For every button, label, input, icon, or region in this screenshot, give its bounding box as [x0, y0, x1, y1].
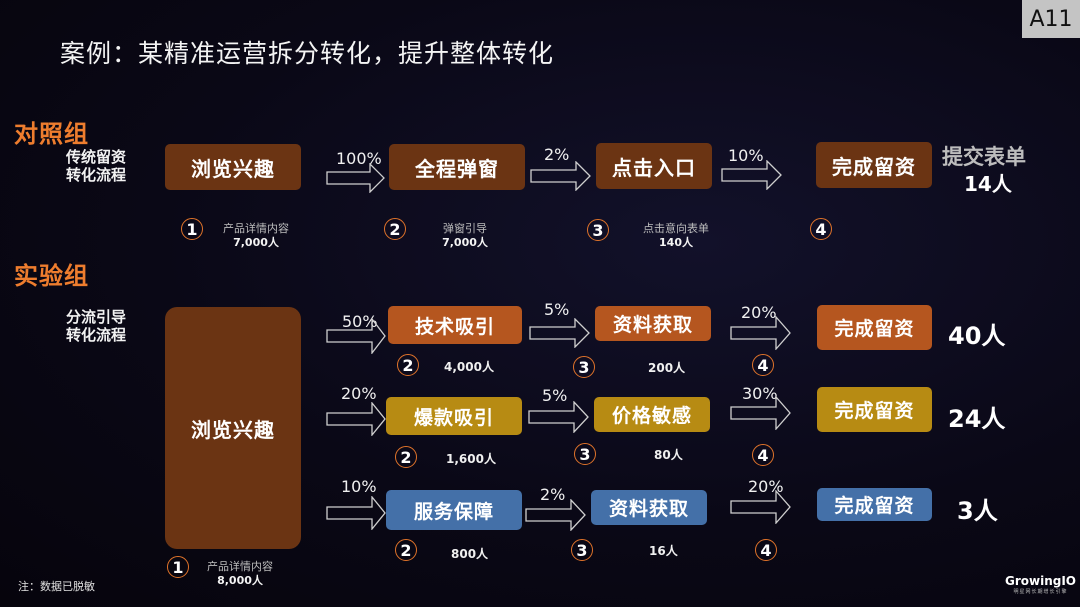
branch2-step3-count: 80人	[654, 448, 683, 462]
branch2-rate-3: 30%	[742, 384, 778, 403]
branch3-step4-complete: 完成留资	[817, 488, 932, 521]
page-tag: A11	[1022, 0, 1080, 38]
arrow-right-icon	[528, 401, 589, 433]
branch1-step2-count: 4,000人	[444, 360, 494, 374]
arrow-right-icon	[326, 163, 385, 193]
branch3-step3-materials: 资料获取	[591, 490, 707, 525]
branch1-step3-materials: 资料获取	[595, 306, 711, 341]
experiment-sub-label: 分流引导 转化流程	[66, 308, 126, 344]
arrow-right-icon	[730, 316, 791, 350]
caption-count: 8,000人	[217, 574, 263, 587]
arrow-right-icon	[730, 490, 791, 524]
branch3-result: 3人	[957, 497, 998, 525]
step-number-badge: 2	[395, 539, 417, 561]
step-number-badge: 1	[167, 556, 189, 578]
arrow-right-icon	[721, 160, 782, 190]
control-rate-2: 2%	[544, 145, 570, 164]
arrow-right-icon	[326, 496, 386, 530]
branch1-rate-2: 5%	[544, 300, 570, 319]
branch2-step4-complete: 完成留资	[817, 387, 932, 432]
branch2-step2-hot-item: 爆款吸引	[386, 397, 522, 435]
experiment-sub-label-line-2: 转化流程	[66, 326, 127, 344]
control-sub-label-line-2: 转化流程	[66, 166, 127, 184]
branch2-step2-count: 1,600人	[446, 452, 496, 466]
step-number-badge: 4	[755, 539, 777, 561]
step-number-badge: 2	[397, 354, 419, 376]
arrow-right-icon	[529, 318, 590, 348]
caption-count: 7,000人	[442, 236, 488, 249]
control-result-label: 提交表单	[942, 145, 1026, 169]
step-number-badge: 3	[574, 443, 596, 465]
control-sub-label: 传统留资 转化流程	[66, 148, 126, 184]
step-number-badge: 4	[752, 354, 774, 376]
control-step-browse: 浏览兴趣	[165, 144, 301, 190]
branch2-step3-price: 价格敏感	[594, 397, 710, 432]
branch3-rate-3: 20%	[748, 477, 784, 496]
arrow-right-icon	[326, 318, 386, 354]
experiment-group-title: 实验组	[14, 262, 89, 290]
experiment-source-caption: 产品详情内容 8,000人	[198, 560, 282, 588]
control-step3-caption: 点击意向表单 140人	[634, 222, 718, 250]
step-number-badge: 2	[384, 218, 406, 240]
control-step2-caption: 弹窗引导 7,000人	[430, 222, 500, 250]
logo-tagline: 明星网长期增长引擎	[1013, 589, 1068, 595]
control-rate-1: 100%	[336, 149, 382, 168]
step-number-badge: 3	[573, 356, 595, 378]
branch1-rate-3: 20%	[741, 303, 777, 322]
branch1-rate-1: 50%	[342, 312, 378, 331]
control-rate-3: 10%	[728, 146, 764, 165]
arrow-right-icon	[326, 402, 386, 436]
branch3-step3-count: 16人	[649, 544, 678, 558]
step-number-badge: 2	[395, 446, 417, 468]
branch3-step2-service: 服务保障	[386, 490, 522, 530]
page-title: 案例：某精准运营拆分转化，提升整体转化	[60, 39, 555, 68]
branch2-result: 24人	[948, 405, 1006, 433]
caption-count: 7,000人	[233, 236, 279, 249]
caption-text: 产品详情内容	[223, 222, 289, 235]
step-number-badge: 3	[571, 539, 593, 561]
control-step-complete: 完成留资	[816, 142, 932, 188]
control-step1-caption: 产品详情内容 7,000人	[214, 222, 298, 250]
arrow-right-icon	[530, 161, 591, 191]
caption-text: 弹窗引导	[443, 222, 487, 235]
experiment-source-browse: 浏览兴趣	[165, 307, 301, 549]
branch3-step2-count: 800人	[451, 547, 489, 561]
caption-text: 点击意向表单	[643, 222, 709, 235]
footnote: 注：数据已脱敏	[18, 580, 95, 593]
branch1-step2-tech: 技术吸引	[388, 306, 522, 344]
caption-count: 140人	[659, 236, 693, 249]
step-number-badge: 4	[810, 218, 832, 240]
branch2-rate-2: 5%	[542, 386, 568, 405]
caption-text: 产品详情内容	[207, 560, 273, 573]
branch1-step4-complete: 完成留资	[817, 305, 932, 350]
step-number-badge: 3	[587, 219, 609, 241]
growingio-logo: GrowingIO 明星网长期增长引擎	[1005, 574, 1076, 595]
control-step-click-entry: 点击入口	[596, 143, 712, 189]
step-number-badge: 4	[752, 444, 774, 466]
branch3-rate-2: 2%	[540, 485, 566, 504]
branch2-rate-1: 20%	[341, 384, 377, 403]
step-number-badge: 1	[181, 218, 203, 240]
branch1-step3-count: 200人	[648, 361, 686, 375]
control-sub-label-line-1: 传统留资	[66, 148, 127, 166]
control-result-count: 14人	[964, 172, 1012, 196]
experiment-sub-label-line-1: 分流引导	[66, 308, 127, 326]
logo-name: GrowingIO	[1005, 574, 1077, 588]
control-group-title: 对照组	[14, 120, 89, 148]
control-step-popup: 全程弹窗	[389, 144, 525, 190]
branch3-rate-1: 10%	[341, 477, 377, 496]
branch1-result: 40人	[948, 322, 1006, 350]
arrow-right-icon	[525, 499, 586, 531]
arrow-right-icon	[730, 396, 791, 430]
